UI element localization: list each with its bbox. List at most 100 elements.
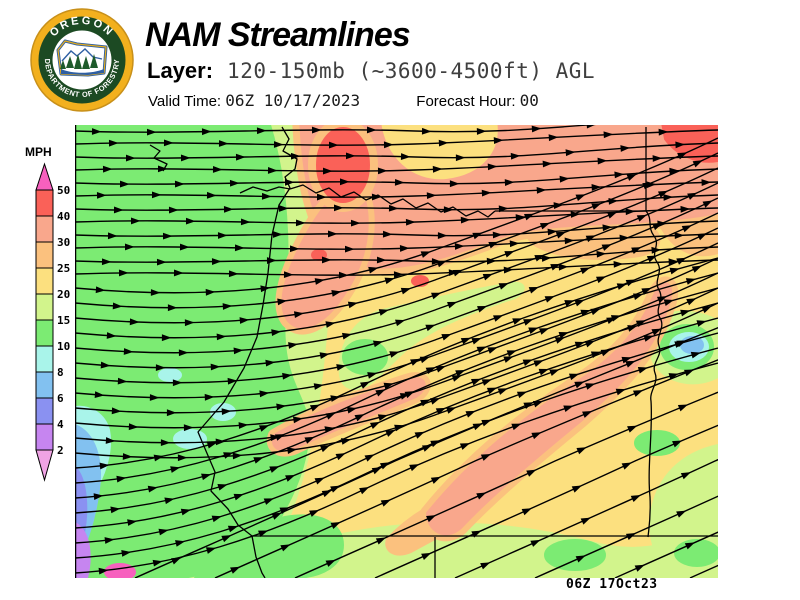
flow-arrow-icon bbox=[346, 406, 357, 414]
flow-arrow-icon bbox=[455, 369, 466, 377]
flow-arrow-icon bbox=[130, 217, 141, 225]
streamline bbox=[75, 233, 718, 250]
flow-arrow-icon bbox=[471, 378, 482, 386]
flow-arrow-icon bbox=[335, 453, 346, 461]
flow-arrow-icon bbox=[313, 383, 324, 390]
flow-arrow-icon bbox=[430, 398, 441, 405]
flow-arrow-icon bbox=[253, 457, 264, 464]
flow-arrow-icon bbox=[614, 171, 625, 179]
flow-arrow-icon bbox=[201, 128, 212, 136]
flow-arrow-icon bbox=[576, 447, 587, 455]
flow-arrow-icon bbox=[471, 530, 482, 538]
flow-arrow-icon bbox=[377, 414, 389, 421]
flow-arrow-icon bbox=[549, 369, 560, 376]
green-br-2 bbox=[674, 539, 718, 567]
flow-arrow-icon bbox=[596, 276, 607, 284]
flow-arrow-icon bbox=[504, 251, 515, 258]
flow-arrow-icon bbox=[314, 278, 325, 285]
flow-arrow-icon bbox=[522, 359, 533, 366]
flow-arrow-icon bbox=[497, 388, 508, 395]
tree-icons bbox=[60, 54, 98, 69]
legend-tick-label: 10 bbox=[57, 340, 70, 353]
flow-arrow-icon bbox=[383, 382, 394, 390]
flow-arrow-icon bbox=[585, 235, 596, 243]
flow-arrow-icon bbox=[271, 329, 282, 336]
magenta-fleck bbox=[104, 563, 136, 578]
legend-tick-label: 20 bbox=[57, 288, 70, 301]
flow-arrow-icon bbox=[621, 356, 632, 364]
flow-arrow-icon bbox=[571, 485, 582, 493]
flow-arrow-icon bbox=[702, 200, 713, 208]
flow-arrow-icon bbox=[536, 186, 547, 194]
flow-arrow-icon bbox=[283, 271, 294, 279]
legend-segment-yellowgreen bbox=[35, 293, 54, 321]
streamline bbox=[75, 142, 718, 159]
streamline bbox=[75, 332, 718, 544]
flow-arrow-icon bbox=[96, 191, 107, 199]
flow-arrow-icon bbox=[218, 140, 229, 147]
flow-arrow-icon bbox=[677, 404, 689, 412]
flow-arrow-icon bbox=[498, 283, 509, 290]
flow-arrow-icon bbox=[205, 547, 217, 554]
flow-arrow-icon bbox=[677, 152, 688, 160]
flow-arrow-icon bbox=[345, 152, 356, 160]
flow-arrow-icon bbox=[102, 165, 113, 173]
flow-arrow-icon bbox=[516, 391, 528, 399]
flow-arrow-icon bbox=[150, 289, 161, 296]
flow-arrow-icon bbox=[558, 332, 569, 339]
page-title: NAM Streamlines bbox=[145, 16, 411, 54]
flow-arrow-icon bbox=[692, 160, 703, 168]
flow-arrow-icon bbox=[230, 566, 241, 574]
flow-arrow-icon bbox=[184, 319, 195, 327]
flow-arrow-icon bbox=[221, 408, 232, 415]
flow-arrow-icon bbox=[472, 232, 483, 240]
flow-arrow-icon bbox=[276, 403, 287, 411]
flow-arrow-icon bbox=[685, 278, 697, 285]
flow-arrow-icon bbox=[701, 179, 712, 186]
flow-arrow-icon bbox=[388, 204, 399, 212]
flow-arrow-icon bbox=[503, 356, 514, 363]
flow-arrow-icon bbox=[259, 425, 270, 432]
flow-arrow-icon bbox=[447, 301, 458, 309]
legend-segment-yellow bbox=[35, 267, 54, 295]
flow-arrow-icon bbox=[179, 243, 190, 251]
flow-arrow-icon bbox=[309, 404, 321, 412]
flow-arrow-icon bbox=[341, 332, 353, 340]
flow-arrow-icon bbox=[585, 383, 596, 390]
flow-arrow-icon bbox=[580, 309, 591, 317]
flow-arrow-icon bbox=[580, 517, 591, 525]
flow-arrow-icon bbox=[289, 245, 300, 253]
flow-arrow-icon bbox=[405, 218, 416, 226]
flow-arrow-icon bbox=[539, 328, 550, 335]
flow-arrow-icon bbox=[151, 191, 162, 199]
flow-arrow-icon bbox=[697, 233, 708, 241]
flow-arrow-icon bbox=[616, 283, 627, 290]
flow-arrow-icon bbox=[232, 452, 243, 460]
flow-arrow-icon bbox=[336, 364, 347, 371]
flow-arrow-icon bbox=[584, 340, 595, 348]
flow-arrow-icon bbox=[554, 337, 566, 344]
flow-arrow-icon bbox=[498, 205, 509, 213]
flow-arrow-icon bbox=[282, 372, 293, 380]
flow-arrow-icon bbox=[229, 179, 240, 187]
flow-arrow-icon bbox=[521, 508, 532, 516]
flow-arrow-icon bbox=[316, 193, 327, 201]
flow-arrow-icon bbox=[574, 341, 585, 349]
green-br-1 bbox=[544, 539, 606, 571]
flow-arrow-icon bbox=[425, 324, 436, 332]
flow-arrow-icon bbox=[421, 552, 432, 560]
flow-arrow-icon bbox=[630, 495, 641, 503]
flow-arrow-icon bbox=[526, 469, 537, 477]
flow-arrow-icon bbox=[106, 332, 117, 339]
flow-arrow-icon bbox=[488, 241, 499, 249]
streamline bbox=[75, 287, 718, 499]
flow-arrow-icon bbox=[471, 338, 482, 345]
flow-arrow-icon bbox=[95, 286, 106, 294]
columbia-river bbox=[289, 184, 496, 218]
flow-arrow-icon bbox=[223, 205, 234, 213]
flow-arrow-icon bbox=[603, 131, 614, 139]
flow-arrow-icon bbox=[375, 389, 386, 397]
flow-arrow-icon bbox=[607, 211, 618, 219]
layer-value: 120-150mb (~3600-4500ft) AGL bbox=[227, 59, 596, 83]
flow-arrow-icon bbox=[290, 152, 301, 160]
